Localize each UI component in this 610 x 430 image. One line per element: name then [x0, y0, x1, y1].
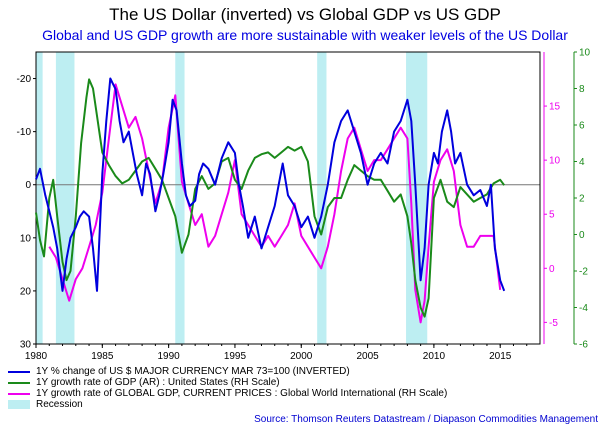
legend-swatch-recession [8, 400, 30, 409]
green-tick-label-0: 0 [579, 230, 585, 241]
magenta-tick-label-15: 15 [549, 102, 561, 113]
plot-frame [35, 51, 541, 345]
legend-swatch-global-gdp [8, 392, 30, 395]
recession-band-3 [317, 52, 327, 344]
legend-label-recession: Recession [36, 399, 83, 410]
legend-item-us-gdp: 1Y growth rate of GDP (AR) : United Stat… [8, 377, 447, 388]
x-tick-label-1980: 1980 [25, 351, 48, 362]
green-tick-label-10: 10 [579, 48, 591, 59]
recession-band-0 [36, 52, 43, 344]
legend-swatch-us-gdp [8, 381, 30, 384]
magenta-tick-label--5: -5 [549, 318, 558, 329]
x-tick-label-1985: 1985 [91, 351, 114, 362]
left-tick-label-30: 30 [20, 340, 32, 351]
series-line-usd-inverted [35, 77, 506, 292]
magenta-tick-label-10: 10 [549, 156, 561, 167]
x-tick-label-1990: 1990 [158, 351, 181, 362]
magenta-tick-label-5: 5 [549, 210, 555, 221]
left-tick-label--10: -10 [17, 127, 32, 138]
series-line-us-gdp [35, 78, 506, 318]
green-tick-label--4: -4 [579, 303, 588, 314]
x-tick-label-2010: 2010 [423, 351, 446, 362]
legend-item-recession: Recession [8, 399, 447, 410]
green-tick-label--6: -6 [579, 340, 588, 351]
chart-title: The US Dollar (inverted) vs Global GDP v… [109, 5, 501, 24]
green-tick-label-8: 8 [579, 84, 585, 95]
green-tick-label-2: 2 [579, 194, 585, 205]
x-tick-label-2015: 2015 [489, 351, 512, 362]
recession-band-1 [55, 52, 75, 344]
legend-label-usd: 1Y % change of US $ MAJOR CURRENCY MAR 7… [36, 366, 350, 377]
legend-item-usd: 1Y % change of US $ MAJOR CURRENCY MAR 7… [8, 366, 447, 377]
chart-subtitle: Global and US GDP growth are more sustai… [42, 27, 568, 43]
series-line-global-gdp [48, 83, 502, 324]
green-tick-label-6: 6 [579, 121, 585, 132]
source-note: Source: Thomson Reuters Datastream / Dia… [254, 414, 598, 425]
legend-label-us-gdp: 1Y growth rate of GDP (AR) : United Stat… [36, 377, 280, 388]
green-tick-label--2: -2 [579, 267, 588, 278]
legend: 1Y % change of US $ MAJOR CURRENCY MAR 7… [8, 366, 447, 410]
green-tick-label-4: 4 [579, 157, 585, 168]
legend-item-global-gdp: 1Y growth rate of GLOBAL GDP, CURRENT PR… [8, 388, 447, 399]
x-tick-label-2005: 2005 [356, 351, 379, 362]
left-tick-label-20: 20 [20, 286, 32, 297]
left-tick-label-10: 10 [20, 233, 32, 244]
x-tick-label-2000: 2000 [290, 351, 313, 362]
legend-label-global-gdp: 1Y growth rate of GLOBAL GDP, CURRENT PR… [36, 388, 448, 399]
legend-swatch-usd [8, 370, 30, 373]
left-tick-label-0: 0 [25, 180, 31, 191]
magenta-tick-label-0: 0 [549, 264, 555, 275]
recession-band-2 [175, 52, 185, 344]
x-tick-label-1995: 1995 [224, 351, 247, 362]
left-tick-label--20: -20 [17, 74, 32, 85]
